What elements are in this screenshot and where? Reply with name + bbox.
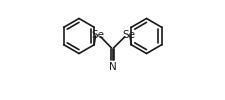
Text: Se: Se (122, 30, 135, 40)
Text: Se: Se (92, 30, 104, 40)
Text: N: N (109, 62, 116, 72)
